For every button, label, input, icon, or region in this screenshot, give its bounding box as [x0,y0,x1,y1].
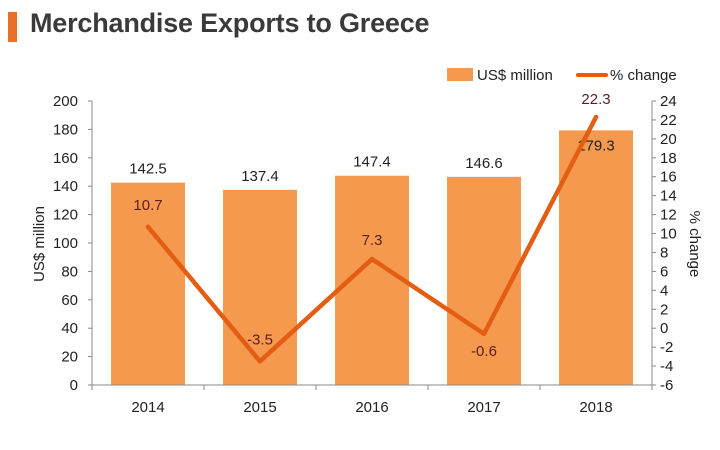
y-left-tick-label: 180 [53,121,78,138]
x-tick-label-2015: 2015 [243,399,276,416]
bar-value-label-2014: 142.5 [129,161,167,178]
y-right-tick-label: 6 [660,263,668,280]
x-tick-label-2016: 2016 [355,399,388,416]
y-left-tick-label: 100 [53,235,78,252]
y-right-tick-label: 4 [660,282,668,299]
page-title: Merchandise Exports to Greece [30,8,430,38]
line-value-label-2018: 22.3 [581,91,610,108]
bar-value-label-2018: 179.3 [577,137,615,154]
bar-value-label-2016: 147.4 [353,154,391,171]
line-series: 10.7 -3.5 7.3 -0.6 22.3 [133,91,611,364]
x-tick-label-2017: 2017 [467,399,500,416]
y-right-tick-label: 18 [660,150,677,167]
y-axis-left-title: US$ million [31,206,48,282]
legend-label-line: % change [610,67,677,84]
chart-legend: US$ million % change [447,67,677,84]
y-left-tick-label: 160 [53,150,78,167]
y-left-tick-label: 60 [61,292,78,309]
bar-value-label-2017: 146.6 [465,155,503,172]
y-right-tick-label: 24 [660,93,677,110]
y-left-tick-label: 140 [53,178,78,195]
x-tick-label-2014: 2014 [131,399,164,416]
line-value-label-2016: 7.3 [362,232,383,249]
line-point-2017 [481,331,487,337]
line-value-label-2014: 10.7 [133,197,162,214]
legend-swatch-bar [447,68,473,81]
y-right-tick-label: 12 [660,207,677,224]
y-right-tick-label: 10 [660,226,677,243]
y-right-tick-label: 8 [660,244,668,261]
line-point-2015 [257,359,263,364]
line-point-2014 [145,224,151,230]
line-value-label-2015: -3.5 [247,331,273,348]
y-axis-right-title: % change [686,211,703,278]
y-left-tick-label: 120 [53,207,78,224]
line-value-label-2017: -0.6 [471,343,497,360]
bar-2017 [447,176,521,385]
y-left-tick-label: 200 [53,93,78,110]
bar-value-label-2015: 137.4 [241,168,279,185]
y-right-tick-label: -6 [660,377,673,394]
line-point-2018 [593,114,599,120]
x-tick-label-2018: 2018 [579,399,612,416]
legend-label-bar: US$ million [477,67,553,84]
y-right-tick-label: 16 [660,169,677,186]
bar-2018 [559,130,633,385]
bar-series: 142.5 137.4 147.4 146.6 179.3 [111,130,633,385]
title-accent-bar [8,12,17,42]
bar-2015 [223,189,297,385]
axes: 020406080100120140160180200-6-4-20246810… [53,93,677,416]
y-left-tick-label: 20 [61,349,78,366]
y-right-tick-label: 0 [660,320,668,337]
y-right-tick-label: -4 [660,358,673,375]
bar-2014 [111,182,185,385]
y-right-tick-label: 14 [660,188,677,205]
y-right-tick-label: 22 [660,112,677,129]
line-point-2016 [369,256,375,262]
y-right-tick-label: 2 [660,301,668,318]
y-left-tick-label: 80 [61,263,78,280]
y-left-tick-label: 0 [70,377,78,394]
y-right-tick-label: 20 [660,131,677,148]
y-right-tick-label: -2 [660,339,673,356]
y-left-tick-label: 40 [61,320,78,337]
